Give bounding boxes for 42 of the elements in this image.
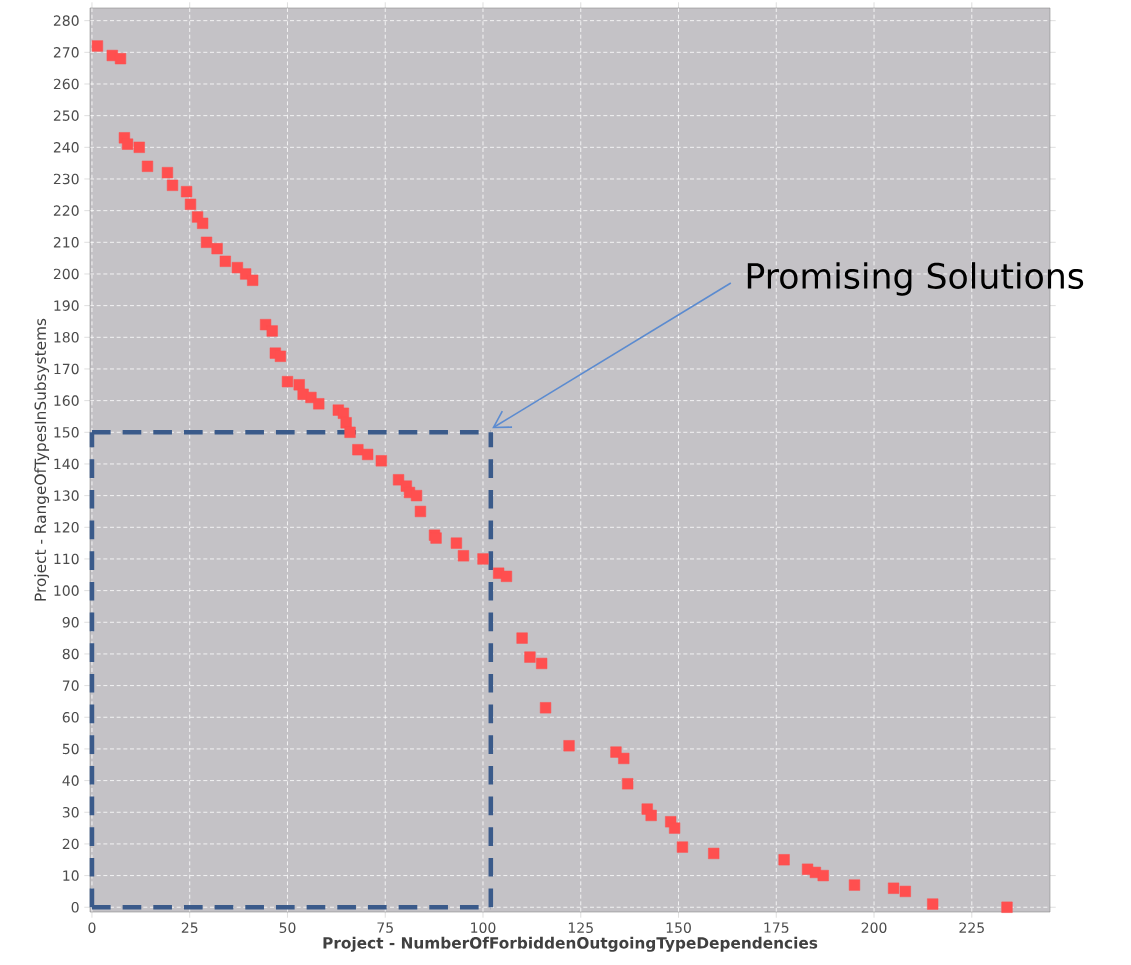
x-tick-label: 50: [279, 922, 296, 933]
y-tick-label: 20: [62, 838, 79, 850]
y-tick-label: 130: [54, 490, 79, 501]
y-axis-title: Project - RangeOfTypesInSubsystems: [34, 318, 50, 601]
y-tick-label: 160: [54, 395, 79, 406]
y-tick-label: 170: [54, 363, 79, 375]
y-tick-label: 30: [62, 806, 79, 818]
x-tick-label: 175: [764, 922, 789, 933]
x-tick-label: 225: [959, 922, 984, 933]
y-tick-label: 260: [53, 78, 79, 90]
y-tick-label: 140: [54, 458, 79, 470]
y-tick-label: 270: [53, 47, 79, 58]
y-tick-label: 50: [62, 743, 79, 755]
y-tick-label: 110: [54, 553, 79, 565]
y-tick-label: 220: [53, 205, 79, 216]
x-axis-title: Project - NumberOfForbiddenOutgoingTypeDependencies: [323, 936, 818, 952]
y-tick-label: 180: [54, 332, 79, 343]
y-tick-label: 240: [53, 142, 79, 153]
y-tick-label: 190: [54, 300, 79, 311]
y-tick-label: 60: [62, 711, 79, 723]
y-tick-label: 210: [53, 237, 79, 248]
y-tick-label: 70: [62, 680, 79, 691]
x-tick-label: 200: [861, 922, 887, 933]
y-tick-label: 100: [54, 585, 79, 596]
x-tick-label: 75: [377, 922, 393, 933]
y-tick-label: 40: [62, 775, 79, 786]
y-tick-label: 230: [53, 173, 79, 185]
x-tick-label: 125: [568, 922, 593, 933]
y-tick-label: 280: [53, 15, 79, 26]
y-tick-label: 250: [53, 110, 79, 121]
x-tick-label: 150: [666, 922, 691, 933]
x-tick-label: 25: [181, 922, 198, 933]
y-tick-label: 80: [62, 648, 79, 660]
y-tick-label: 200: [53, 268, 79, 280]
y-tick-label: 0: [71, 901, 79, 913]
annotation: Promising Solutions: [747, 262, 1084, 296]
x-tick-label: 100: [471, 922, 496, 933]
y-tick-label: 90: [62, 616, 79, 628]
y-tick-label: 10: [63, 870, 79, 881]
y-tick-label: 120: [54, 521, 79, 533]
x-tick-label: 0: [88, 922, 96, 933]
y-tick-label: 150: [54, 427, 79, 438]
